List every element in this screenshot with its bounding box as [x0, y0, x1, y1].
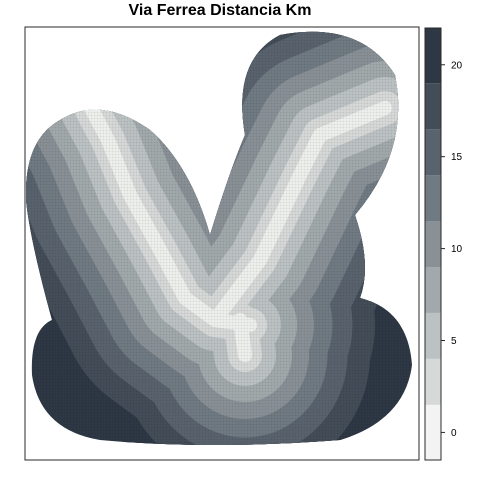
- legend-swatch: [425, 83, 441, 130]
- legend-frame: [424, 27, 442, 461]
- legend-swatch: [425, 358, 441, 405]
- legend-tick-label: 10: [451, 244, 463, 255]
- legend-swatch: [425, 312, 441, 359]
- legend-tick-label: 15: [451, 152, 463, 163]
- legend-swatch: [425, 129, 441, 176]
- legend-tick-label: 20: [451, 60, 463, 71]
- legend-swatch: [425, 28, 441, 84]
- legend-swatch: [425, 175, 441, 222]
- legend-tick-label: 5: [451, 336, 457, 347]
- map-title: Via Ferrea Distancia Km: [128, 2, 312, 19]
- dot-texture: [26, 31, 412, 446]
- plot-frame: [24, 26, 420, 461]
- legend-swatch: [425, 266, 441, 313]
- legend: 0 5 10 15 20: [424, 27, 463, 461]
- legend-swatch: [425, 221, 441, 267]
- legend-tick-label: 0: [451, 428, 457, 439]
- legend-swatch: [425, 404, 441, 460]
